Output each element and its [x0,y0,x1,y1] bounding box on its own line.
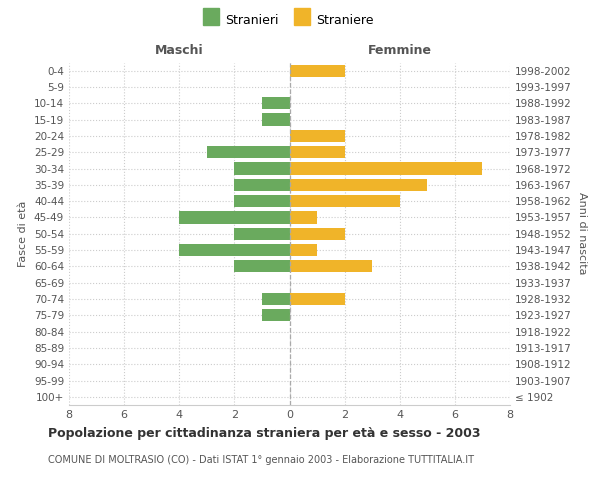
Bar [235,178,290,191]
Text: Popolazione per cittadinanza straniera per età e sesso - 2003: Popolazione per cittadinanza straniera p… [48,428,481,440]
Bar [235,162,290,174]
Legend: Stranieri, Straniere: Stranieri, Straniere [197,8,379,32]
Bar [290,260,372,272]
Bar [262,97,290,110]
Bar [235,195,290,207]
Y-axis label: Anni di nascita: Anni di nascita [577,192,587,275]
Bar [179,244,290,256]
Bar [290,293,344,305]
Bar [290,64,344,77]
Bar [262,293,290,305]
Bar [235,260,290,272]
Bar [290,162,482,174]
Y-axis label: Fasce di età: Fasce di età [19,200,28,267]
Bar [290,228,344,240]
Bar [290,195,400,207]
Bar [262,114,290,126]
Bar [290,130,344,142]
Bar [290,178,427,191]
Text: Maschi: Maschi [155,44,203,58]
Bar [290,244,317,256]
Bar [290,212,317,224]
Bar [235,228,290,240]
Text: Femmine: Femmine [368,44,432,58]
Bar [262,309,290,322]
Bar [179,212,290,224]
Bar [207,146,290,158]
Text: COMUNE DI MOLTRASIO (CO) - Dati ISTAT 1° gennaio 2003 - Elaborazione TUTTITALIA.: COMUNE DI MOLTRASIO (CO) - Dati ISTAT 1°… [48,455,474,465]
Bar [290,146,344,158]
